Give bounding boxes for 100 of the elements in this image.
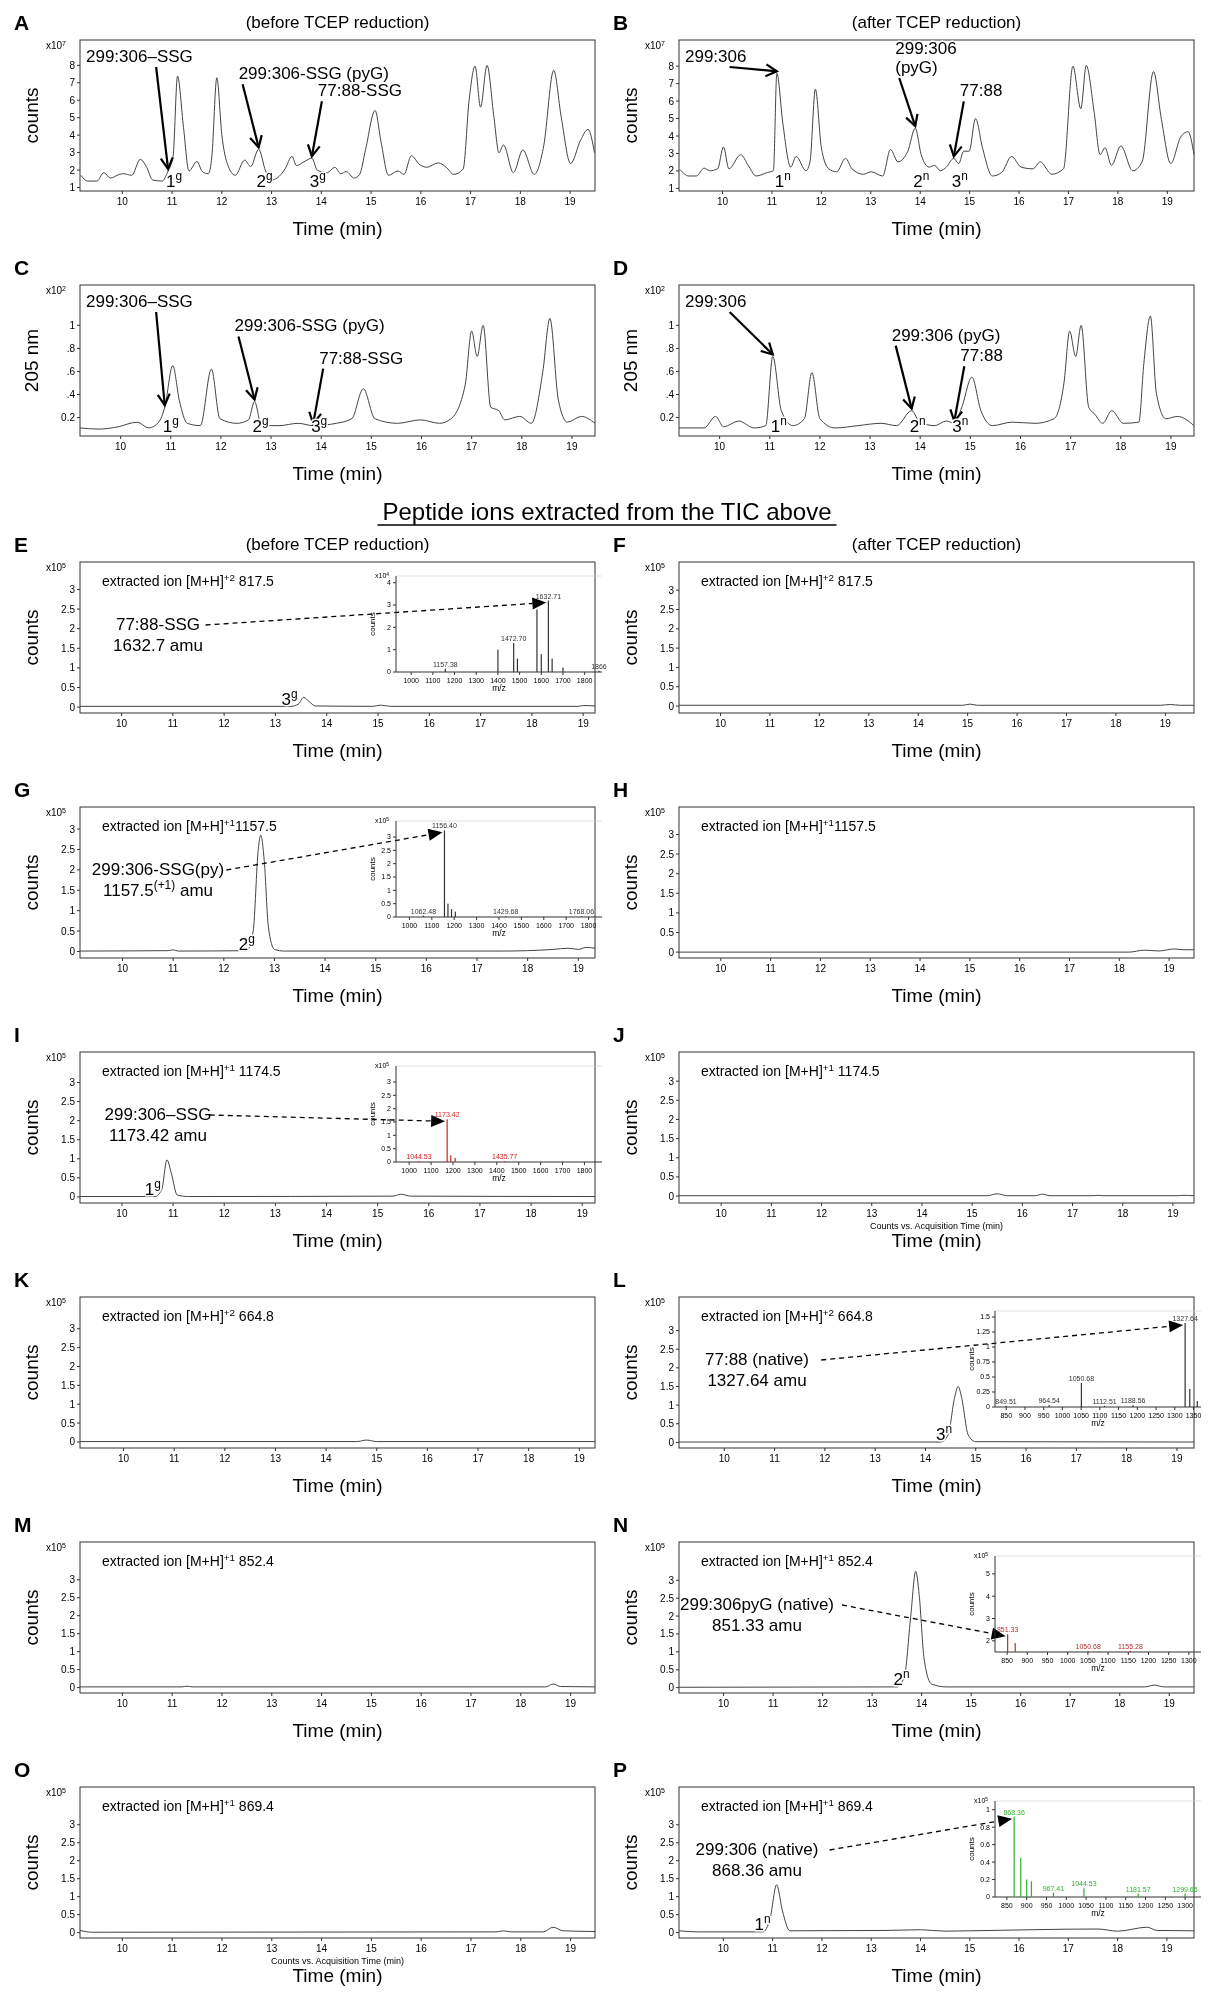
x-tick-label: 15 (964, 196, 976, 207)
x-tick-label: 17 (466, 441, 478, 452)
x-tick-label: 12 (219, 1453, 231, 1464)
y-tick-label: 2 (69, 623, 76, 635)
annotation: extracted ion [M+H]$^{+1}$ 869.4 (701, 1796, 874, 1814)
x-tick-label: 19 (565, 1943, 577, 1954)
x-tick-label: 19 (1163, 1698, 1176, 1709)
x-tick-label: 19 (572, 963, 585, 974)
x-tick-label: 16 (1016, 1208, 1029, 1219)
x-tick-label: 15 (372, 718, 385, 729)
chart-title: A (14, 11, 30, 34)
x-tick-label: 19 (577, 718, 590, 729)
y-tick-label: 3 (69, 147, 76, 159)
chart-title: B (613, 11, 629, 34)
y-tick-label: 2.5 (660, 1592, 675, 1604)
x-axis-title: Time (min) (891, 985, 982, 1006)
x-tick-label: 18 (1112, 1943, 1124, 1954)
text: x10$^{7}$ (45, 39, 67, 51)
y-tick-label: 0 (668, 1190, 675, 1202)
annotation: 3$^{n}$ (936, 1422, 953, 1444)
x-tick-label: 15 (365, 196, 378, 207)
x-tick-label: 15 (370, 963, 382, 974)
annotation: 299:306pyG (native) 851.33 amu (679, 1595, 835, 1635)
chart-title: M (14, 1513, 32, 1536)
y-axis-title: counts (620, 1344, 641, 1401)
x-tick-label: 16 (415, 196, 427, 207)
x-tick-label: 18 (1114, 1698, 1126, 1709)
y-tick-label: 3 (69, 583, 76, 595)
x-tick-label: 14 (919, 1453, 932, 1464)
x-tick-label: 13 (266, 1698, 278, 1709)
y-tick-label: 0.2 (660, 412, 675, 424)
x-tick-label: 16 (1011, 718, 1024, 729)
x-tick-label: 19 (576, 1208, 589, 1219)
annotation: 299:306–SSG 1173.42 amu (104, 1105, 212, 1145)
chart-subtitle: (before TCEP reduction) (245, 535, 430, 554)
x-tick-label: 12 (215, 441, 227, 452)
y-tick-label: 0 (668, 700, 675, 712)
x-tick-label: 12 (813, 718, 826, 729)
x-tick-label: 13 (266, 1943, 278, 1954)
y-tick-label: 8 (69, 59, 76, 71)
x-tick-label: 12 (819, 1453, 831, 1464)
y-tick-label: 1.5 (61, 1628, 76, 1640)
x-tick-label: 11 (766, 1208, 777, 1219)
y-tick-label: 2.5 (660, 848, 675, 860)
x-tick-label: 13 (865, 196, 877, 207)
y-axis-title: counts (21, 1834, 42, 1891)
x-tick-label: 11 (167, 718, 179, 729)
x-tick-label: 14 (914, 441, 927, 452)
annotation: 2$^{g}$ (238, 932, 255, 954)
annotation: 299:306–SSG (86, 47, 193, 66)
y-tick-label: 0.5 (61, 1417, 76, 1429)
x-tick-label: 13 (265, 441, 278, 452)
x-tick-label: 17 (465, 1698, 477, 1709)
y-tick-label: 0 (69, 1191, 76, 1203)
x-tick-label: 19 (566, 441, 578, 452)
y-axis-title: counts (620, 1589, 641, 1646)
text: Counts vs. Acquisition Time (min) (270, 1956, 405, 1966)
y-tick-label: .8 (66, 342, 76, 354)
x-tick-label: 15 (964, 441, 977, 452)
y-tick-label: 1.5 (61, 884, 76, 896)
x-axis-title: Time (min) (292, 1720, 383, 1741)
x-tick-label: 11 (167, 1208, 179, 1219)
annotation: 77:88 (959, 81, 1003, 101)
chart-title: I (14, 1023, 20, 1046)
x-axis-title: m/z (492, 928, 506, 938)
y-axis-title: counts (21, 1589, 42, 1646)
y-tick-label: 1.5 (660, 642, 675, 654)
x-tick-label: 12 (218, 1208, 231, 1219)
y-tick-label: 2.5 (61, 843, 76, 855)
x-tick-label: 15 (962, 718, 974, 729)
y-tick-label: 1.5 (660, 1133, 675, 1145)
x-tick-label: 16 (415, 1943, 428, 1954)
y-axis-title: counts (368, 1102, 377, 1126)
x-tick-label: 16 (1015, 1698, 1027, 1709)
y-axis-title: counts (21, 854, 42, 911)
text: Peptide ions extracted from the TIC above (382, 498, 832, 525)
annotation: 2$^{n}$ (909, 414, 926, 436)
x-tick-label: 13 (269, 1208, 282, 1219)
x-tick-label: 13 (866, 1208, 878, 1219)
y-tick-label: 3 (69, 1077, 76, 1089)
annotation: extracted ion [M+H]$^{+2}$ 664.8 (701, 1306, 874, 1324)
x-tick-label: 10 (714, 441, 726, 452)
x-tick-label: 14 (319, 963, 332, 974)
chart-title: L (613, 1268, 626, 1291)
chart-title: C (14, 256, 30, 279)
x-tick-label: 18 (1115, 441, 1127, 452)
y-axis-title: counts (21, 609, 42, 666)
x-tick-label: 10 (716, 196, 729, 207)
x-tick-label: 17 (1062, 1943, 1075, 1954)
x-tick-label: 18 (1121, 1453, 1133, 1464)
x-tick-label: 17 (1063, 963, 1076, 974)
x-tick-label: 17 (1062, 196, 1075, 207)
y-tick-label: 0.5 (660, 1418, 675, 1430)
annotation: 1$^{n}$ (770, 414, 787, 436)
x-axis-title: Time (min) (891, 740, 982, 761)
y-axis-title: counts (967, 1837, 976, 1861)
x-tick-label: 10 (718, 1453, 731, 1464)
annotation: extracted ion [M+H]$^{+2}$ 664.8 (102, 1306, 275, 1324)
x-tick-label: 15 (964, 963, 976, 974)
annotation: extracted ion [M+H]$^{+1}$ 869.4 (102, 1796, 275, 1814)
